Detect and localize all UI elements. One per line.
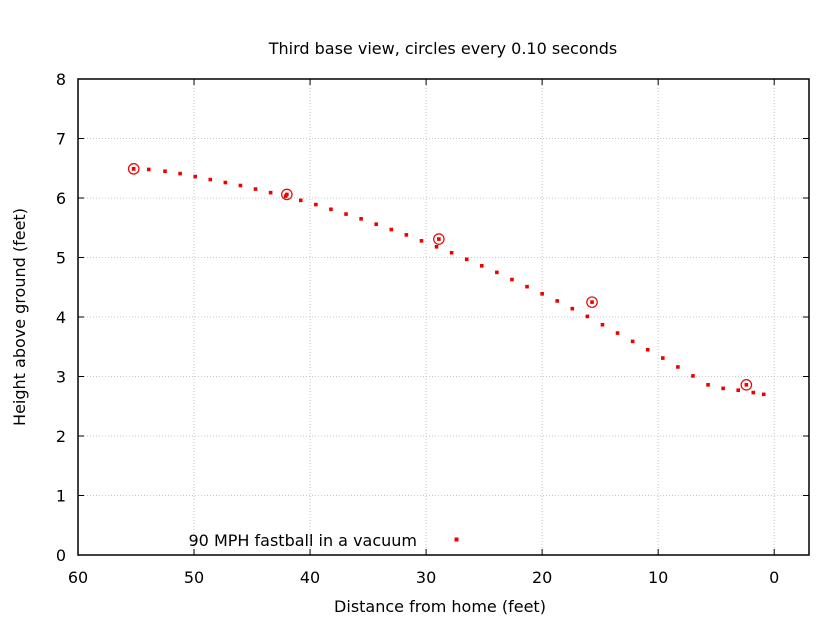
time-marker-circle (586, 296, 598, 308)
y-tick-label: 7 (56, 130, 66, 149)
trajectory-point (645, 347, 650, 352)
y-axis-label: Height above ground (feet) (10, 208, 29, 426)
trajectory-point (751, 390, 756, 395)
trajectory-point (630, 339, 635, 344)
y-tick-label: 8 (56, 70, 66, 89)
trajectory-point (525, 284, 529, 289)
trajectory-point (510, 277, 514, 282)
trajectory-point (706, 383, 710, 387)
trajectory-point (208, 177, 213, 182)
trajectory-point (268, 190, 273, 195)
trajectory-point (495, 270, 499, 275)
trajectory-point (761, 392, 766, 397)
trajectory-point (691, 374, 695, 378)
trajectory-point (540, 291, 544, 296)
trajectory-point (676, 365, 680, 369)
time-marker-dot (744, 383, 749, 387)
y-tick-label: 1 (56, 487, 66, 506)
y-tick-label: 4 (56, 308, 66, 327)
y-tick-label: 2 (56, 427, 66, 446)
chart-title: Third base view, circles every 0.10 seco… (268, 39, 618, 58)
x-tick-label: 10 (648, 568, 668, 587)
time-marker-circle (740, 379, 753, 391)
x-tick-label: 20 (532, 568, 552, 587)
trajectory-point (223, 180, 228, 185)
x-tick-label: 40 (300, 568, 320, 587)
data-points (127, 163, 766, 397)
trajectory-point (389, 227, 394, 232)
time-marker-dot (437, 237, 441, 241)
x-tick-label: 60 (68, 568, 88, 587)
trajectory-point (178, 171, 182, 176)
x-tick-label: 50 (184, 568, 204, 587)
trajectory-point (661, 356, 665, 360)
trajectory-point (600, 322, 605, 327)
time-marker-circle (281, 188, 293, 201)
trajectory-point (298, 198, 303, 203)
grid (77, 78, 809, 556)
trajectory-point (585, 314, 590, 319)
trajectory-point (238, 183, 243, 188)
x-tick-label: 0 (769, 568, 779, 587)
y-tick-label: 0 (56, 546, 66, 565)
trajectory-point (555, 299, 560, 303)
trajectory-point (253, 187, 258, 191)
legend-label: 90 MPH fastball in a vacuum (189, 531, 418, 550)
trajectory-point (449, 250, 454, 255)
trajectory-point (434, 244, 439, 249)
y-tick-label: 5 (56, 249, 66, 268)
trajectory-point (146, 167, 151, 172)
axis-ticks: 60 50 40 30 20 10 0 0 1 2 3 4 5 6 7 8 (56, 70, 809, 587)
time-marker-circle (127, 163, 140, 175)
plot-frame (77, 78, 810, 556)
trajectory-point (570, 306, 575, 311)
time-marker-dot (590, 300, 594, 304)
trajectory-point (344, 212, 348, 216)
trajectory-point (419, 239, 424, 243)
x-tick-label: 30 (416, 568, 436, 587)
trajectory-point (314, 202, 318, 207)
time-marker-circle (433, 233, 445, 245)
trajectory-point (193, 174, 197, 179)
trajectory-point (329, 207, 333, 212)
time-marker-dot (131, 167, 136, 171)
trajectory-point (479, 264, 484, 268)
y-tick-label: 3 (56, 368, 66, 387)
y-tick-label: 6 (56, 189, 66, 208)
x-axis-label: Distance from home (feet) (334, 597, 546, 616)
trajectory-point (374, 222, 379, 226)
trajectory-point (359, 217, 363, 221)
legend: 90 MPH fastball in a vacuum (189, 531, 459, 550)
trajectory-point (464, 257, 469, 262)
trajectory-point (721, 386, 725, 391)
trajectory-point (736, 388, 741, 392)
trajectory-point (163, 169, 167, 174)
time-marker-dot (285, 192, 289, 197)
trajectory-point (615, 331, 620, 335)
legend-marker (454, 537, 459, 542)
trajectory-point (404, 233, 409, 237)
